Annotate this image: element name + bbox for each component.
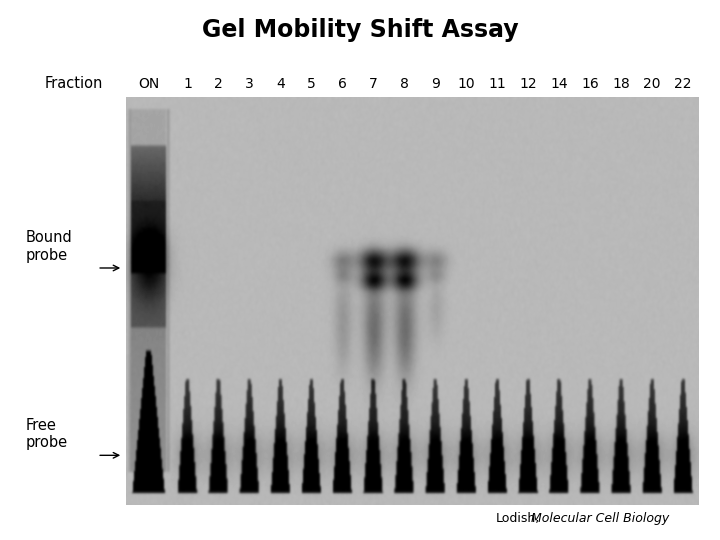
Text: 16: 16: [581, 77, 599, 91]
Text: 1: 1: [184, 77, 192, 91]
Text: 4: 4: [276, 77, 285, 91]
Text: 3: 3: [246, 77, 254, 91]
Text: Fraction: Fraction: [45, 76, 103, 91]
Text: 9: 9: [431, 77, 440, 91]
Text: Free
probe: Free probe: [25, 417, 68, 450]
Text: 11: 11: [488, 77, 506, 91]
Text: Bound
probe: Bound probe: [25, 230, 72, 262]
Text: Molecular Cell Biology: Molecular Cell Biology: [531, 512, 669, 525]
Text: 22: 22: [674, 77, 692, 91]
Text: Gel Mobility Shift Assay: Gel Mobility Shift Assay: [202, 18, 518, 42]
Text: 20: 20: [643, 77, 661, 91]
Text: 18: 18: [612, 77, 630, 91]
Text: 6: 6: [338, 77, 347, 91]
Text: Lodish,: Lodish,: [495, 512, 539, 525]
Text: 8: 8: [400, 77, 409, 91]
Text: ON: ON: [138, 77, 160, 91]
Text: 14: 14: [550, 77, 568, 91]
Text: 2: 2: [215, 77, 223, 91]
Text: 7: 7: [369, 77, 378, 91]
Text: 10: 10: [457, 77, 475, 91]
Text: 12: 12: [519, 77, 537, 91]
Text: 5: 5: [307, 77, 316, 91]
